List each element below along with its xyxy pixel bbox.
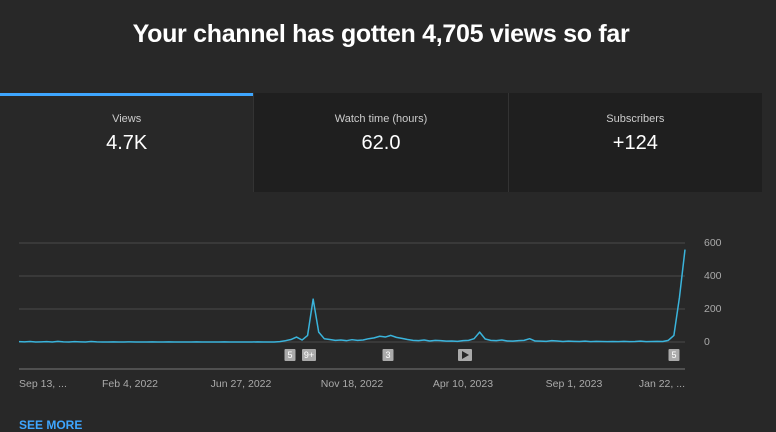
annotation-box — [284, 349, 296, 361]
x-tick-label: Nov 18, 2022 — [321, 378, 384, 390]
annotation-box — [668, 349, 680, 361]
annotation-marker[interactable]: 5 — [284, 349, 296, 361]
metric-tabs: Views 4.7K Watch time (hours) 62.0 Subscri… — [0, 93, 762, 192]
annotation-marker[interactable]: 3 — [382, 349, 394, 361]
tab[interactable]: Subscribers +124 — [507, 93, 762, 192]
see-more-link[interactable]: SEE MORE — [19, 418, 83, 432]
annotation-label: 3 — [385, 350, 390, 360]
x-tick-label: Sep 1, 2023 — [546, 378, 603, 390]
annotation-box — [302, 349, 316, 361]
y-tick-label: 600 — [704, 237, 722, 249]
annotation-label: 9+ — [304, 350, 314, 360]
y-tick-label: 0 — [704, 336, 710, 348]
tab-label: Watch time (hours) — [334, 113, 428, 125]
y-tick-label: 200 — [704, 303, 722, 315]
tab-value: 62.0 — [361, 132, 401, 154]
tab-label: Views — [112, 113, 142, 125]
x-tick-label: Feb 4, 2022 — [102, 378, 158, 390]
tab-label: Subscribers — [606, 113, 665, 125]
tab-value: +124 — [612, 132, 658, 154]
annotation-label: 5 — [287, 350, 292, 360]
tab[interactable]: Watch time (hours) 62.0 — [253, 93, 508, 192]
annotation-box — [382, 349, 394, 361]
line-series — [18, 249, 686, 343]
annotation-marker[interactable]: 9+ — [302, 349, 316, 361]
y-tick-label: 400 — [704, 270, 722, 282]
annotation-label: 5 — [671, 350, 676, 360]
x-tick-label: Sep 13, ... — [19, 378, 67, 390]
tab[interactable]: Views 4.7K — [0, 93, 254, 192]
x-tick-label: Jan 22, ... — [639, 378, 685, 390]
annotation-marker[interactable]: 5 — [668, 349, 680, 361]
tab-value: 4.7K — [106, 132, 148, 154]
play-marker[interactable] — [458, 349, 472, 361]
page-title: Your channel has gotten 4,705 views so f… — [132, 20, 630, 48]
x-tick-label: Jun 27, 2022 — [211, 378, 272, 390]
x-tick-label: Apr 10, 2023 — [433, 378, 493, 390]
